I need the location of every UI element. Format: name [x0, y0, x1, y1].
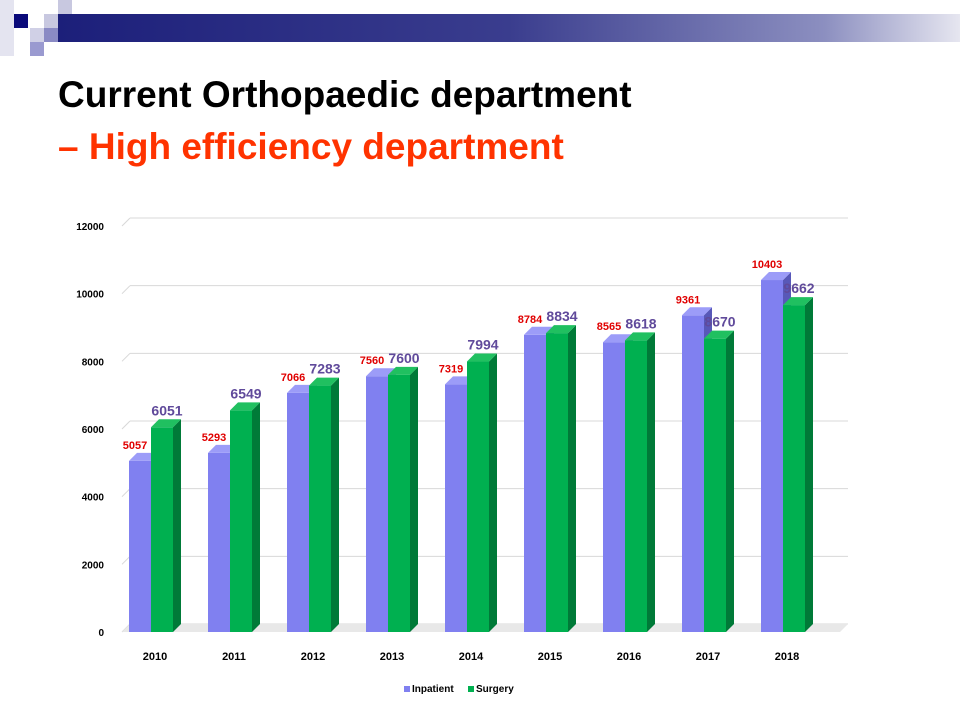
y-tick-label: 0: [98, 628, 104, 639]
logo-square: [58, 0, 72, 14]
bar-inpatient: [129, 460, 151, 632]
bar-surgery: [309, 385, 331, 632]
legend-label-surgery: Surgery: [476, 684, 514, 695]
bar-inpatient: [682, 315, 704, 632]
data-label-surgery: 7994: [467, 337, 498, 353]
bar-surgery-side: [805, 297, 813, 632]
data-label-inpatient: 8784: [518, 314, 543, 326]
data-label-inpatient: 7560: [360, 355, 384, 367]
logo-square: [44, 28, 58, 42]
logo-square: [30, 42, 44, 56]
title-line1: Current Orthopaedic department: [58, 74, 632, 115]
data-label-surgery: 7283: [309, 361, 340, 377]
y-tick-label: 6000: [82, 425, 105, 436]
bar-surgery: [783, 305, 805, 632]
data-label-surgery: 8670: [704, 314, 735, 330]
logo-square: [44, 14, 58, 28]
x-tick-label: 2014: [459, 651, 484, 663]
x-tick-label: 2017: [696, 651, 720, 663]
header-band: [58, 14, 960, 42]
y-tick-label: 8000: [82, 357, 105, 368]
data-label-inpatient: 8565: [597, 321, 621, 333]
bar-surgery-side: [252, 402, 260, 632]
data-label-surgery: 6051: [151, 402, 182, 418]
bar-surgery: [625, 340, 647, 632]
bar-inpatient: [445, 384, 467, 632]
bar-surgery-side: [410, 366, 418, 632]
bar-inpatient: [603, 342, 625, 632]
data-label-inpatient: 5057: [123, 440, 147, 452]
gridline: [121, 285, 131, 295]
title-line2: – High efficiency department: [58, 126, 564, 167]
bar-inpatient: [761, 280, 783, 632]
legend-swatch-surgery: [468, 686, 474, 692]
x-tick-label: 2011: [222, 651, 246, 663]
bar-inpatient: [366, 376, 388, 632]
gridline: [121, 217, 131, 227]
bar-surgery-side: [726, 330, 734, 632]
bar-inpatient-top: [366, 368, 396, 377]
x-tick-label: 2018: [775, 651, 799, 663]
logo-square-dark: [14, 14, 28, 28]
bar-inpatient: [208, 452, 230, 632]
bar-surgery: [704, 338, 726, 632]
bar-surgery-side: [568, 325, 576, 632]
gridline: [121, 488, 131, 498]
bar-surgery-top: [309, 377, 339, 386]
bar-surgery-top: [151, 419, 181, 428]
bar-surgery: [388, 374, 410, 632]
bar-surgery: [230, 410, 252, 632]
y-tick-label: 10000: [76, 290, 104, 301]
x-tick-label: 2010: [143, 651, 167, 663]
bar-surgery-top: [546, 325, 576, 334]
data-label-surgery: 9662: [783, 280, 814, 296]
x-tick-label: 2016: [617, 651, 641, 663]
data-label-surgery: 7600: [388, 350, 419, 366]
bar-inpatient-top: [682, 307, 712, 316]
bar-surgery-side: [173, 419, 181, 632]
bar-surgery-top: [467, 353, 497, 362]
logo-square: [30, 28, 44, 42]
legend-swatch-inpatient: [404, 686, 410, 692]
data-label-inpatient: 7319: [439, 363, 463, 375]
gridline: [121, 420, 131, 430]
y-tick-label: 4000: [82, 493, 105, 504]
x-tick-label: 2015: [538, 651, 562, 663]
bar-surgery: [546, 333, 568, 632]
data-label-inpatient: 10403: [752, 259, 783, 271]
data-label-inpatient: 5293: [202, 432, 226, 444]
bar-inpatient: [524, 334, 546, 632]
bar-surgery: [467, 361, 489, 632]
bar-surgery-top: [783, 297, 813, 306]
data-label-surgery: 8618: [625, 315, 656, 331]
bar-surgery-top: [388, 366, 418, 375]
data-label-surgery: 8834: [546, 308, 577, 324]
data-label-inpatient: 9361: [676, 294, 700, 306]
logo-square: [0, 0, 14, 56]
bar-surgery: [151, 427, 173, 632]
y-tick-label: 12000: [76, 222, 104, 233]
bar-surgery-top: [230, 402, 260, 411]
x-tick-label: 2013: [380, 651, 404, 663]
bar-surgery-side: [647, 332, 655, 632]
bar-surgery-side: [331, 377, 339, 632]
bar-surgery-top: [625, 332, 655, 341]
gridline: [121, 555, 131, 565]
bar-inpatient-top: [761, 272, 791, 281]
bar-surgery-top: [704, 330, 734, 339]
data-label-inpatient: 7066: [281, 372, 305, 384]
data-label-surgery: 6549: [230, 385, 261, 401]
y-tick-label: 2000: [82, 560, 105, 571]
gridline: [121, 352, 131, 362]
legend-label-inpatient: Inpatient: [412, 684, 454, 695]
bar-inpatient: [287, 392, 309, 632]
bar-surgery-side: [489, 353, 497, 632]
x-tick-label: 2012: [301, 651, 325, 663]
